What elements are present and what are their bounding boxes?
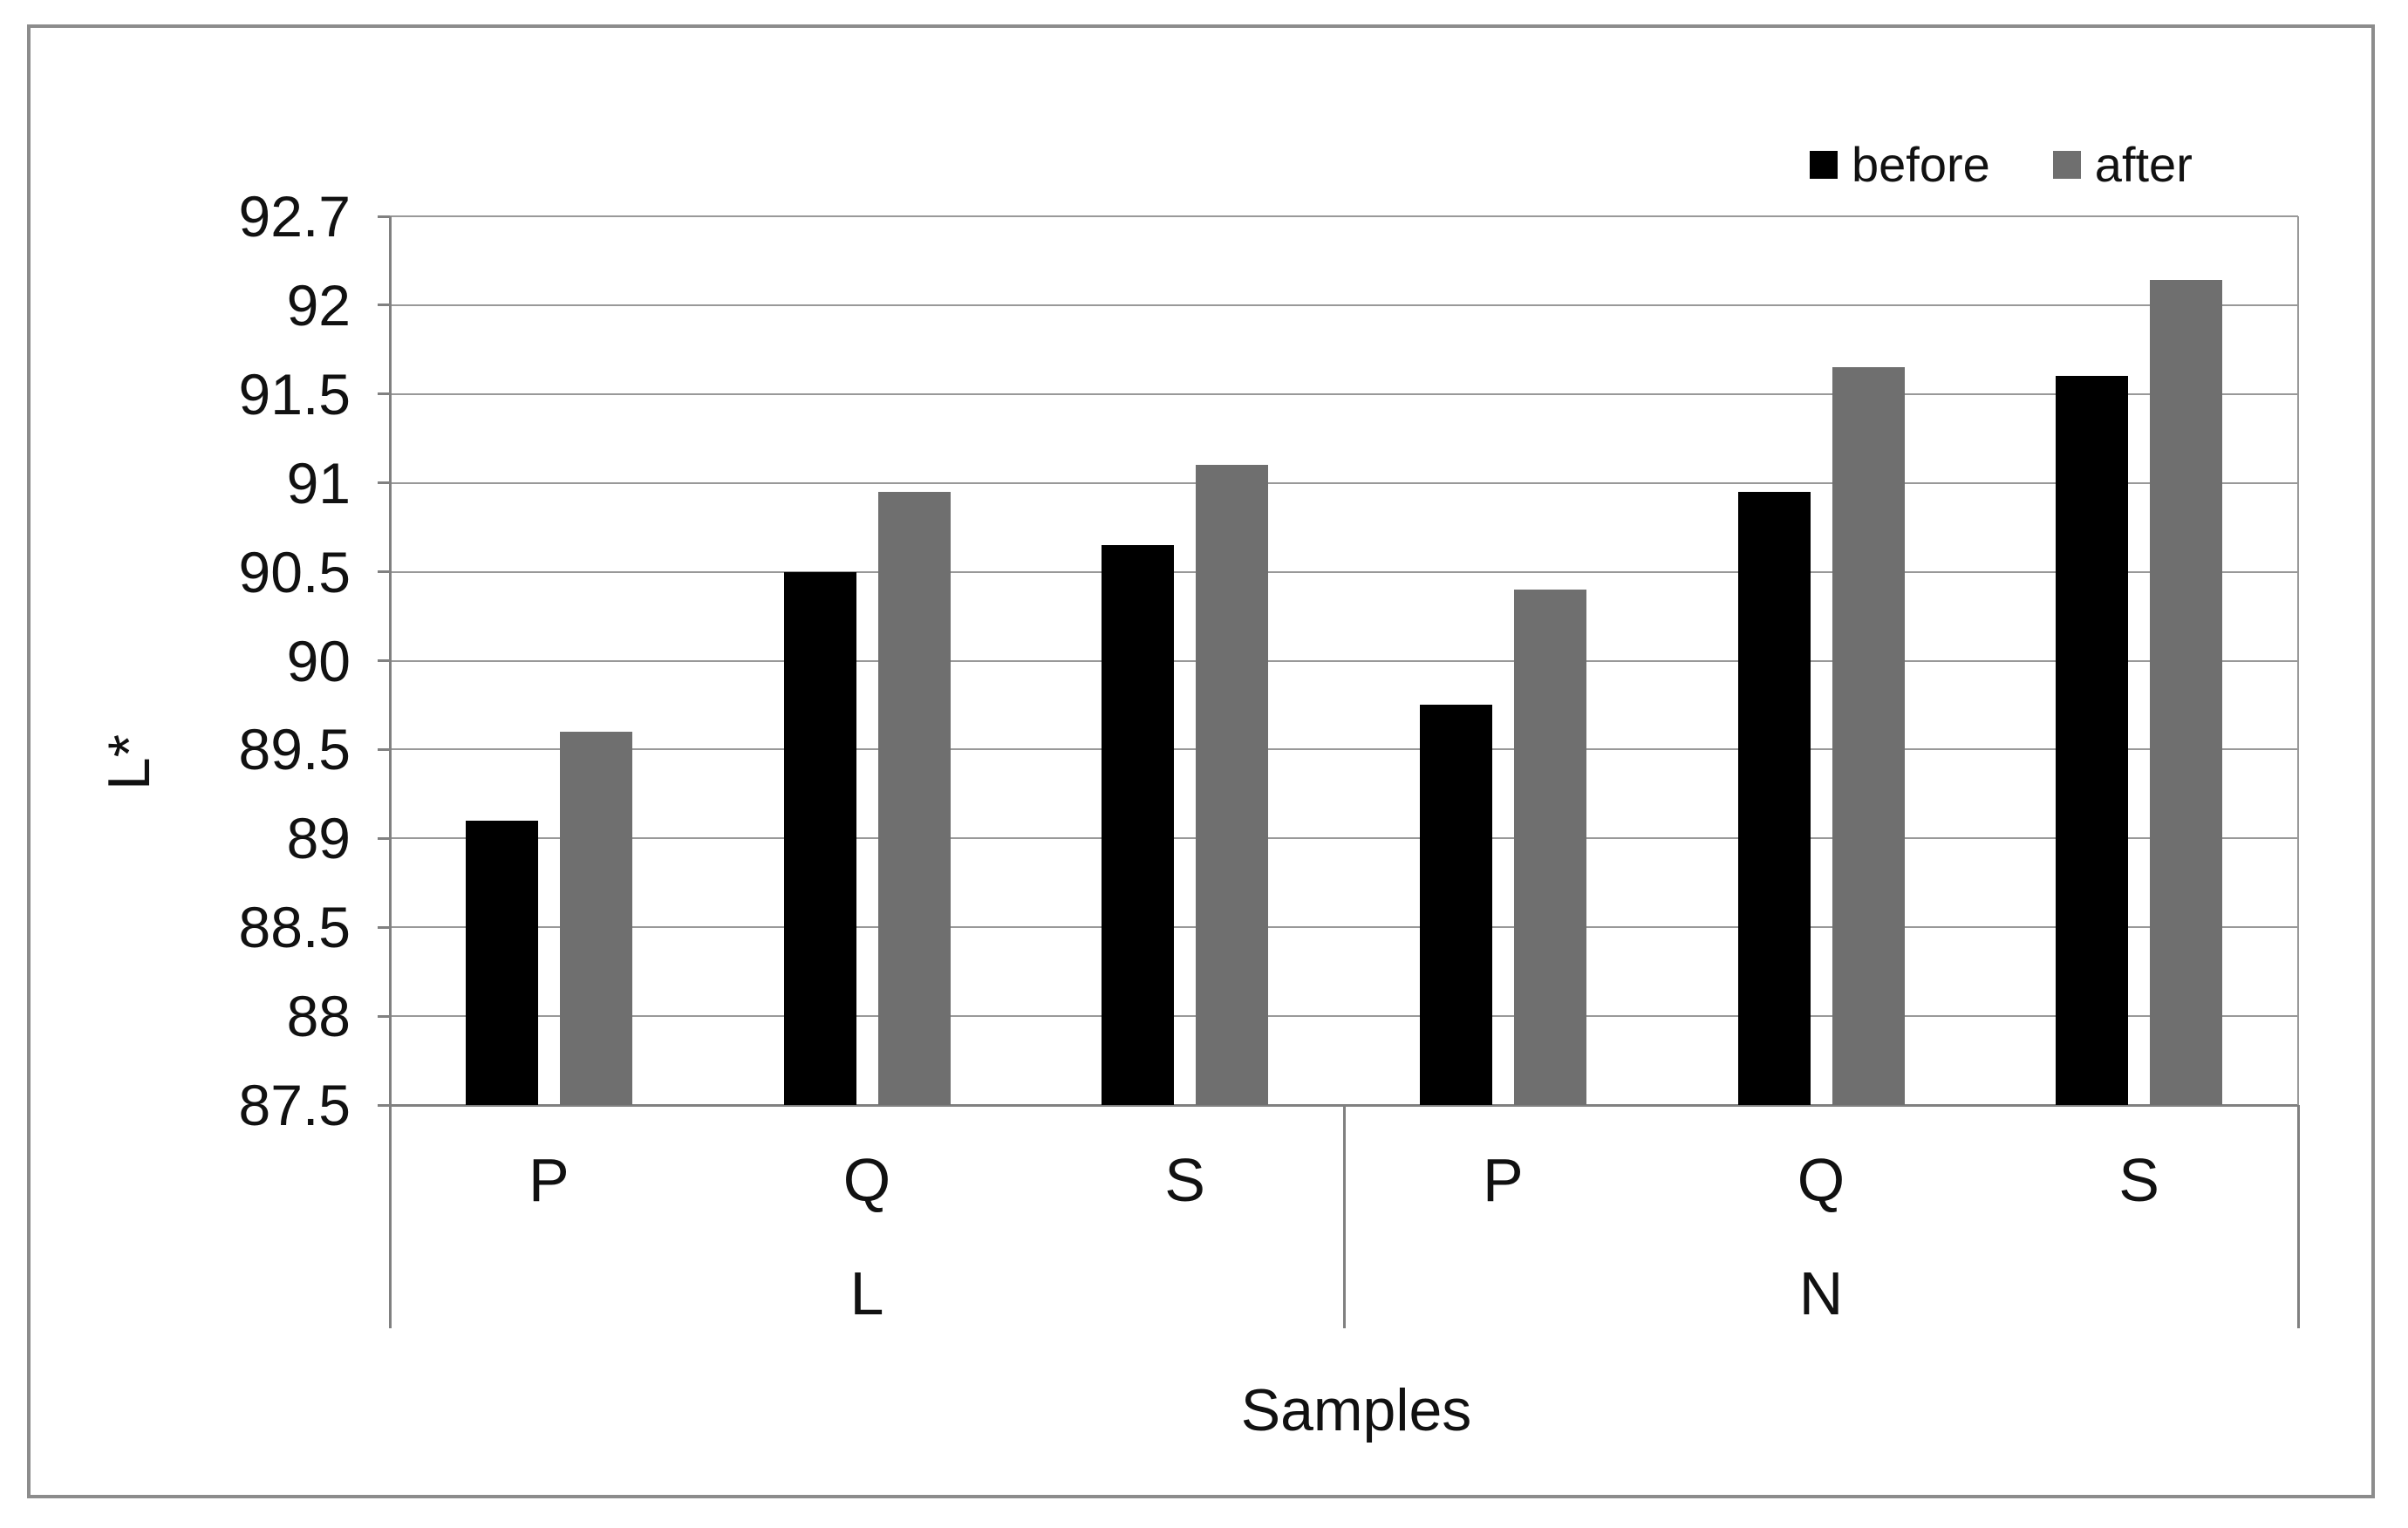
legend-label-before: before: [1852, 137, 1990, 192]
gridline-90.5: [390, 570, 2298, 573]
bar-before-N-P: [1419, 705, 1492, 1105]
gridline-88.5: [390, 926, 2298, 929]
gridline-91.5: [390, 392, 2298, 395]
bar-before-N-Q: [1737, 491, 1811, 1105]
category-label-N-Q: Q: [1797, 1146, 1845, 1214]
gridline-88: [390, 1015, 2298, 1018]
bar-after-L-Q: [877, 491, 951, 1105]
y-tick-mark-92.7: [378, 215, 390, 218]
gridline-92: [390, 304, 2298, 306]
y-tick-mark-88.5: [378, 925, 390, 929]
y-tick-mark-90.5: [378, 570, 390, 574]
bar-before-N-S: [2056, 376, 2129, 1105]
category-group-separator-1: [1342, 1105, 1346, 1328]
y-tick-mark-87.5: [378, 1103, 390, 1107]
y-tick-label-92.7: 92.7: [238, 184, 351, 249]
chart-border-frame: [27, 24, 2375, 1498]
y-tick-mark-92: [378, 304, 390, 307]
gridline-92.7: [390, 215, 2298, 217]
bar-after-N-S: [2150, 279, 2223, 1105]
legend-label-after: after: [2094, 137, 2193, 192]
category-label-L-Q: Q: [842, 1146, 891, 1214]
y-axis-line: [388, 216, 392, 1105]
y-tick-mark-89: [378, 836, 390, 840]
category-label-L-S: S: [1164, 1146, 1205, 1214]
legend-swatch-after-icon: [2052, 150, 2081, 179]
bar-after-L-P: [559, 732, 632, 1105]
y-tick-mark-91.5: [378, 392, 390, 396]
category-label-L-P: P: [528, 1146, 570, 1214]
y-tick-label-89.5: 89.5: [238, 717, 351, 782]
category-group-separator-0: [388, 1105, 392, 1328]
bar-after-L-S: [1196, 465, 1269, 1105]
y-tick-mark-88: [378, 1014, 390, 1018]
y-tick-label-88: 88: [286, 984, 351, 1049]
group-label-L: L: [849, 1259, 884, 1327]
y-tick-label-91.5: 91.5: [238, 361, 351, 426]
plot-right-border: [2297, 216, 2299, 1105]
category-label-N-P: P: [1482, 1146, 1524, 1214]
legend: before after: [1810, 136, 2193, 193]
gridline-91: [390, 481, 2298, 484]
bar-after-N-P: [1513, 589, 1586, 1105]
y-tick-mark-89.5: [378, 747, 390, 751]
legend-item-after: after: [2052, 136, 2193, 193]
bar-after-N-Q: [1832, 367, 1905, 1105]
y-tick-mark-90: [378, 659, 390, 662]
y-tick-label-90.5: 90.5: [238, 539, 351, 604]
legend-swatch-before-icon: [1810, 150, 1838, 179]
bar-before-L-S: [1102, 545, 1175, 1105]
category-group-separator-2: [2296, 1105, 2300, 1328]
category-label-N-S: S: [2118, 1146, 2159, 1214]
y-tick-label-90: 90: [286, 628, 351, 693]
y-tick-label-91: 91: [286, 450, 351, 515]
group-label-N: N: [1798, 1259, 1844, 1327]
y-tick-label-92: 92: [286, 272, 351, 338]
gridline-89.5: [390, 748, 2298, 751]
bar-before-L-Q: [783, 571, 856, 1105]
y-tick-label-89: 89: [286, 806, 351, 871]
gridline-90: [390, 659, 2298, 662]
gridline-89: [390, 837, 2298, 840]
y-tick-label-88.5: 88.5: [238, 895, 351, 960]
x-axis-title: Samples: [1240, 1377, 1472, 1443]
legend-item-before: before: [1810, 136, 1990, 193]
y-tick-mark-91: [378, 481, 390, 485]
y-tick-label-87.5: 87.5: [238, 1073, 351, 1137]
bar-before-L-P: [465, 820, 538, 1105]
